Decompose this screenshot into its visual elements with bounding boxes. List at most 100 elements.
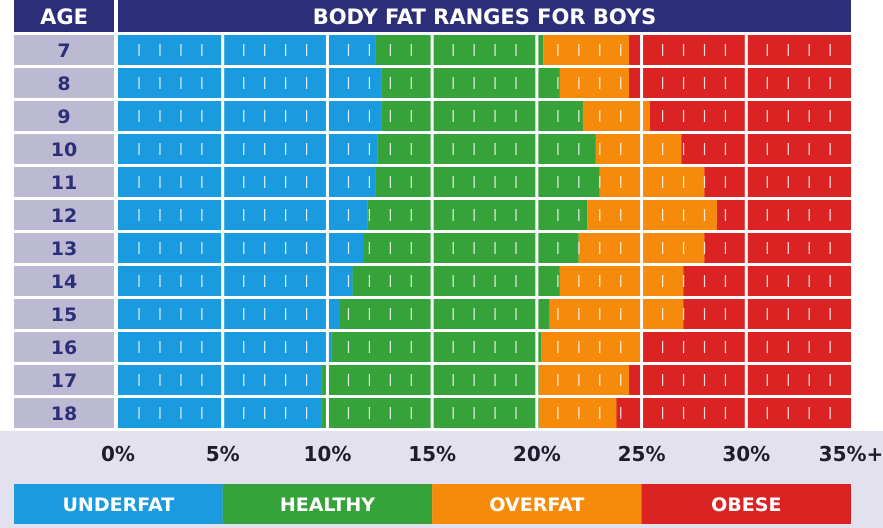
minor-tick bbox=[766, 209, 768, 221]
legend-item: HEALTHY bbox=[222, 484, 433, 524]
age-cell bbox=[14, 266, 114, 296]
grid-line bbox=[221, 134, 225, 164]
minor-tick bbox=[599, 275, 601, 287]
minor-tick bbox=[578, 275, 580, 287]
minor-tick bbox=[473, 44, 475, 56]
minor-tick bbox=[159, 341, 161, 353]
minor-tick bbox=[662, 407, 664, 419]
minor-tick bbox=[368, 242, 371, 254]
minor-tick bbox=[599, 308, 601, 320]
minor-tick bbox=[766, 407, 768, 419]
minor-tick bbox=[138, 209, 140, 221]
grid-line bbox=[325, 101, 329, 131]
grid-line bbox=[430, 167, 434, 197]
minor-tick bbox=[766, 44, 768, 56]
minor-tick bbox=[599, 374, 601, 386]
minor-tick bbox=[138, 44, 140, 56]
minor-tick bbox=[347, 341, 350, 353]
grid-line bbox=[640, 398, 644, 428]
minor-tick bbox=[515, 341, 517, 353]
minor-tick bbox=[243, 176, 245, 188]
minor-tick bbox=[494, 176, 496, 188]
table-row: 7 bbox=[14, 35, 851, 65]
table-row: 17 bbox=[14, 365, 851, 395]
minor-tick bbox=[410, 209, 412, 221]
minor-tick bbox=[368, 275, 371, 287]
minor-tick bbox=[243, 341, 245, 353]
minor-tick bbox=[138, 242, 140, 254]
age-cell bbox=[14, 134, 114, 164]
age-label: 8 bbox=[57, 73, 70, 95]
minor-tick bbox=[285, 44, 287, 56]
minor-tick bbox=[620, 308, 622, 320]
minor-tick bbox=[305, 242, 308, 254]
minor-tick bbox=[682, 275, 685, 287]
minor-tick bbox=[682, 110, 685, 122]
healthy-segment bbox=[339, 299, 550, 329]
underfat-segment bbox=[118, 233, 364, 263]
minor-tick bbox=[578, 44, 580, 56]
minor-tick bbox=[201, 407, 203, 419]
underfat-segment bbox=[118, 134, 378, 164]
age-cell bbox=[14, 365, 114, 395]
grid-line bbox=[744, 200, 748, 230]
minor-tick bbox=[243, 275, 245, 287]
minor-tick bbox=[159, 242, 161, 254]
minor-tick bbox=[368, 209, 371, 221]
age-header-cell bbox=[14, 0, 114, 32]
minor-tick bbox=[703, 308, 706, 320]
minor-tick bbox=[578, 308, 580, 320]
minor-tick bbox=[159, 44, 161, 56]
minor-tick bbox=[473, 77, 475, 89]
legend-item: OBESE bbox=[641, 484, 851, 524]
grid-line bbox=[430, 200, 434, 230]
minor-tick bbox=[452, 143, 454, 155]
minor-tick bbox=[599, 44, 601, 56]
minor-tick bbox=[766, 176, 768, 188]
minor-tick bbox=[201, 143, 203, 155]
grid-line bbox=[535, 101, 539, 131]
grid-line bbox=[535, 35, 539, 65]
minor-tick bbox=[285, 242, 287, 254]
minor-tick bbox=[138, 308, 140, 320]
minor-tick bbox=[285, 209, 287, 221]
minor-tick bbox=[410, 341, 412, 353]
minor-tick bbox=[557, 407, 559, 419]
minor-tick bbox=[473, 374, 475, 386]
minor-tick bbox=[285, 77, 287, 89]
grid-line bbox=[325, 398, 329, 428]
minor-tick bbox=[662, 44, 664, 56]
minor-tick bbox=[599, 143, 601, 155]
minor-tick bbox=[808, 44, 810, 56]
minor-tick bbox=[347, 242, 350, 254]
minor-tick bbox=[599, 242, 601, 254]
age-label: 17 bbox=[51, 370, 77, 392]
x-tick-label: 20% bbox=[513, 442, 561, 466]
grid-line bbox=[430, 68, 434, 98]
age-label: 12 bbox=[51, 205, 77, 227]
minor-tick bbox=[620, 209, 622, 221]
minor-tick bbox=[724, 275, 727, 287]
minor-tick bbox=[557, 242, 559, 254]
grid-line bbox=[325, 332, 329, 362]
minor-tick bbox=[243, 374, 245, 386]
grid-line bbox=[744, 167, 748, 197]
minor-tick bbox=[159, 110, 161, 122]
grid-line bbox=[221, 101, 225, 131]
minor-tick bbox=[578, 110, 580, 122]
x-tick-label: 25% bbox=[618, 442, 666, 466]
minor-tick bbox=[557, 209, 559, 221]
minor-tick bbox=[557, 275, 559, 287]
minor-tick bbox=[703, 209, 706, 221]
minor-tick bbox=[285, 341, 287, 353]
minor-tick bbox=[620, 77, 622, 89]
legend-item: OVERFAT bbox=[432, 484, 642, 524]
minor-tick bbox=[620, 341, 622, 353]
legend-label: OVERFAT bbox=[489, 494, 584, 516]
healthy-segment bbox=[363, 233, 579, 263]
minor-tick bbox=[159, 77, 161, 89]
minor-tick bbox=[829, 176, 831, 188]
minor-tick bbox=[264, 143, 266, 155]
minor-tick bbox=[515, 44, 517, 56]
grid-line bbox=[221, 266, 225, 296]
